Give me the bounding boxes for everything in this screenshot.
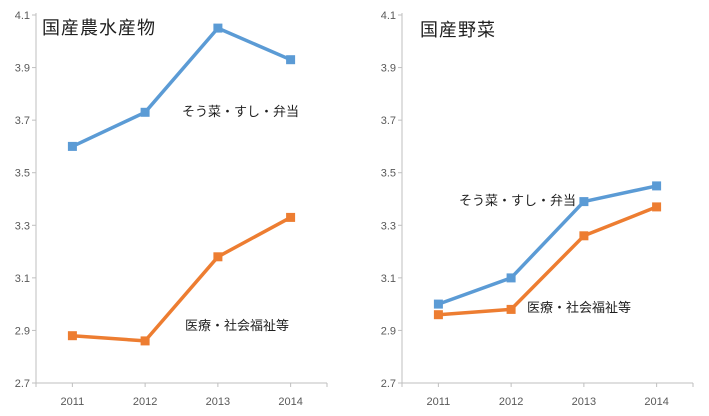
y-axis-tick-label: 3.5	[15, 168, 30, 180]
data-point-marker	[433, 310, 443, 320]
y-axis-tick-label: 3.7	[381, 115, 396, 127]
y-axis-tick-label: 3.9	[15, 63, 30, 75]
data-point-marker	[652, 181, 662, 191]
data-point-marker	[213, 252, 223, 262]
chart-title-left: 国産農水産物	[42, 18, 156, 38]
y-axis-tick-label: 2.7	[15, 378, 30, 390]
data-point-marker	[506, 304, 516, 314]
x-axis-tick-label: 2011	[427, 396, 451, 408]
series-inline-label-iryou-right: 医療・社会福祉等	[527, 300, 632, 315]
x-axis-tick-label: 2012	[499, 396, 523, 408]
y-axis-tick-label: 3.3	[15, 220, 30, 232]
y-axis-tick-label: 2.7	[381, 378, 396, 390]
data-point-marker	[67, 331, 77, 341]
x-axis-tick-label: 2013	[572, 396, 596, 408]
data-point-marker	[579, 231, 589, 241]
x-axis-tick-label: 2012	[133, 396, 157, 408]
data-point-marker	[67, 141, 77, 151]
data-point-marker	[140, 336, 150, 346]
y-axis-tick-label: 2.9	[381, 325, 396, 337]
data-point-marker	[286, 212, 296, 222]
data-point-marker	[213, 23, 223, 33]
y-axis-tick-label: 3.1	[381, 273, 396, 285]
data-point-marker	[652, 202, 662, 212]
y-axis-tick-label: 3.3	[381, 220, 396, 232]
x-axis-tick-label: 2014	[644, 396, 668, 408]
series-line	[436, 205, 659, 317]
y-axis-tick-label: 3.5	[381, 168, 396, 180]
y-axis-tick-label: 4.1	[381, 10, 396, 22]
data-point-marker	[506, 273, 516, 283]
chart-title-right: 国産野菜	[420, 20, 496, 40]
x-axis-tick-label: 2011	[61, 396, 85, 408]
y-axis-tick-label: 2.9	[15, 325, 30, 337]
y-axis-tick-label: 4.1	[15, 10, 30, 22]
y-axis-tick-label: 3.7	[15, 115, 30, 127]
data-point-marker	[286, 55, 296, 65]
data-point-marker	[433, 299, 443, 309]
series-inline-label-souzai-right: そう菜・すし・弁当	[459, 193, 577, 208]
series-inline-label-souzai-left: そう菜・すし・弁当	[182, 104, 300, 119]
data-point-marker	[140, 107, 150, 117]
y-axis-tick-label: 3.1	[15, 273, 30, 285]
series-line	[70, 215, 293, 343]
x-axis-tick-label: 2013	[206, 396, 230, 408]
y-axis-tick-label: 3.9	[381, 63, 396, 75]
series-inline-label-iryou-left: 医療・社会福祉等	[185, 318, 290, 333]
data-point-marker	[579, 197, 589, 207]
series-line	[436, 184, 659, 306]
x-axis-tick-label: 2014	[278, 396, 302, 408]
series-line	[70, 26, 293, 149]
